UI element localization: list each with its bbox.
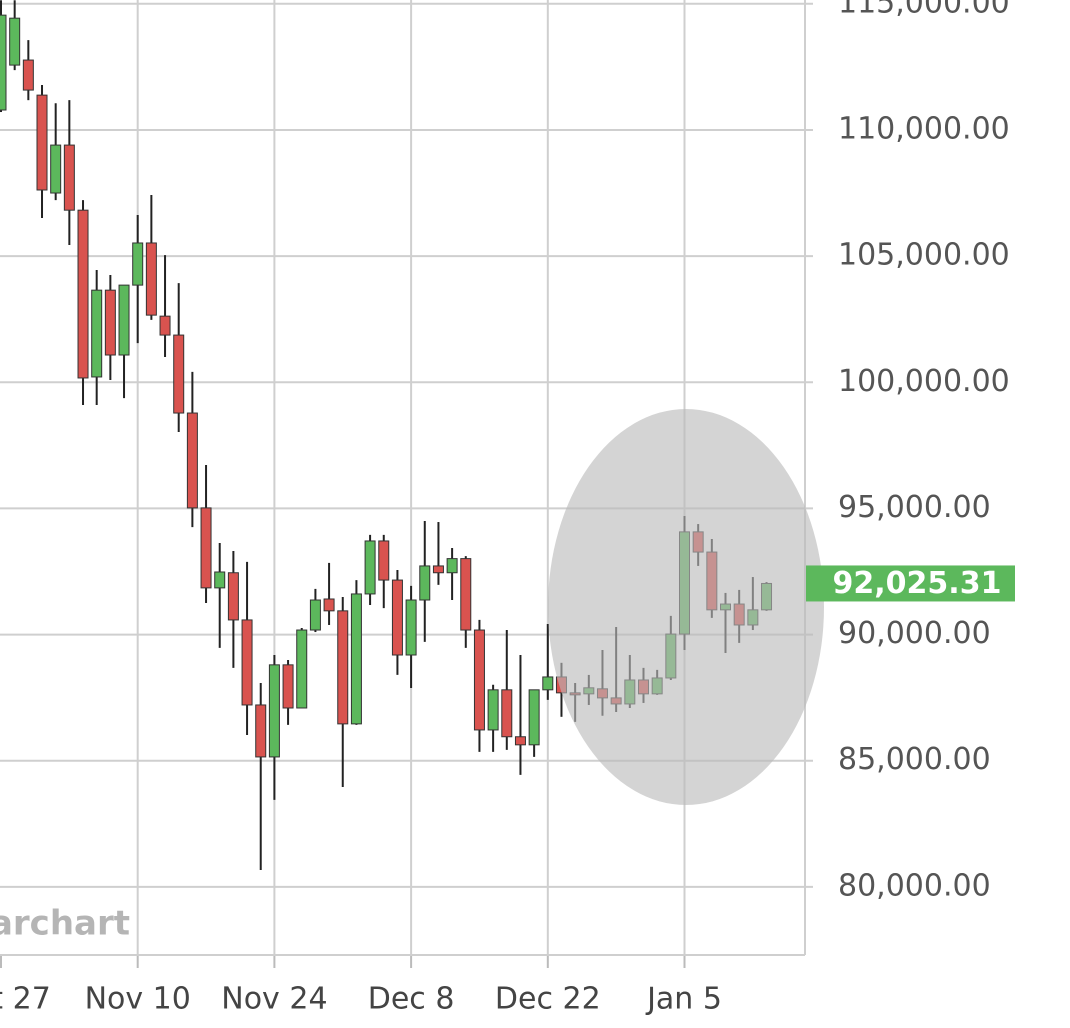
- candle-body: [132, 242, 144, 286]
- candle-body: [22, 59, 34, 91]
- price-tag-label: 92,025.31: [833, 566, 1002, 601]
- candle-body: [200, 507, 212, 589]
- candle-body: [446, 558, 458, 574]
- price-tag: [806, 565, 1015, 602]
- candle-body: [501, 689, 513, 738]
- highlight-ellipse: [548, 409, 824, 805]
- candle-body: [296, 629, 308, 709]
- x-tick-label: Jan 5: [645, 982, 722, 1017]
- candle-body: [0, 14, 7, 111]
- candle-body: [514, 736, 526, 746]
- candle-body: [91, 289, 103, 378]
- candle-body: [460, 558, 472, 631]
- candle-body: [419, 565, 431, 601]
- candle-body: [378, 540, 390, 581]
- candle-body: [173, 334, 185, 414]
- y-tick-label: 100,000.00: [838, 364, 1010, 399]
- candle-body: [473, 629, 485, 731]
- candle-body: [118, 284, 130, 356]
- candle-body: [323, 598, 335, 612]
- x-tick-label: Oct 27: [0, 982, 51, 1017]
- y-tick-label: 85,000.00: [838, 742, 991, 777]
- y-tick-label: 110,000.00: [838, 111, 1010, 146]
- x-tick-label: Dec 8: [368, 982, 455, 1017]
- candle-body: [255, 704, 267, 758]
- candle-body: [309, 599, 321, 631]
- candle-body: [214, 571, 226, 589]
- y-tick-label: 80,000.00: [838, 868, 991, 903]
- candle-body: [432, 565, 444, 574]
- y-tick-label: 95,000.00: [838, 490, 991, 525]
- x-tick-label: Nov 10: [85, 982, 191, 1017]
- candle-body: [337, 610, 349, 725]
- candle-body: [528, 689, 540, 746]
- candle-body: [405, 599, 417, 656]
- candle-body: [145, 242, 157, 316]
- x-tick-label: Dec 22: [495, 982, 601, 1017]
- candle-body: [63, 144, 75, 211]
- x-tick-label: Nov 24: [221, 982, 327, 1017]
- candle-body: [227, 572, 239, 621]
- candle-body: [77, 209, 89, 379]
- y-tick-label: 105,000.00: [838, 238, 1010, 273]
- candle-body: [159, 315, 171, 336]
- y-tick-label: 90,000.00: [838, 616, 991, 651]
- candle-body: [104, 289, 116, 356]
- candle-body: [350, 593, 362, 725]
- candle-body: [391, 579, 403, 656]
- candle-body: [364, 540, 376, 595]
- candle-body: [268, 664, 280, 758]
- candle-body: [241, 619, 253, 706]
- candle-body: [36, 94, 48, 191]
- candle-body: [487, 689, 499, 731]
- watermark: barchart: [0, 904, 130, 944]
- candle-body: [50, 144, 62, 194]
- y-tick-label: 115,000.00: [838, 0, 1010, 20]
- candle-body: [282, 664, 294, 709]
- candle-body: [186, 412, 198, 509]
- candle-body: [9, 17, 21, 66]
- candle-body: [542, 676, 554, 691]
